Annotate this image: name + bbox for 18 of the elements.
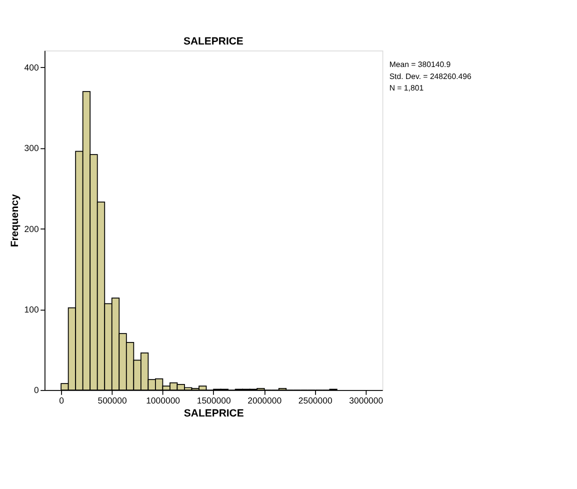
text: Mean = 380140.9 <box>389 60 451 70</box>
chart-title: SALEPRICE <box>183 36 244 48</box>
text: N = 1,801 <box>389 84 424 93</box>
x-tick-label: 2000000 <box>248 396 282 406</box>
x-axis-title: SALEPRICE <box>184 408 244 420</box>
text: Std. Dev. = 248260.496 <box>389 72 472 81</box>
y-tick-label: 0 <box>34 385 39 396</box>
y-axis-title: Frequency <box>10 194 22 248</box>
y-tick-label: 200 <box>24 224 39 234</box>
y-tick-label: 300 <box>24 143 39 154</box>
x-tick-label: 500000 <box>98 396 127 406</box>
x-tick-label: 1500000 <box>196 396 231 406</box>
y-tick-label: 100 <box>24 304 39 314</box>
x-tick-label: 1000000 <box>146 396 180 406</box>
x-tick-label: 2500000 <box>298 396 332 406</box>
y-tick-label: 400 <box>24 62 39 72</box>
x-tick-label: 0 <box>59 396 64 406</box>
x-tick-label: 3000000 <box>349 396 384 406</box>
